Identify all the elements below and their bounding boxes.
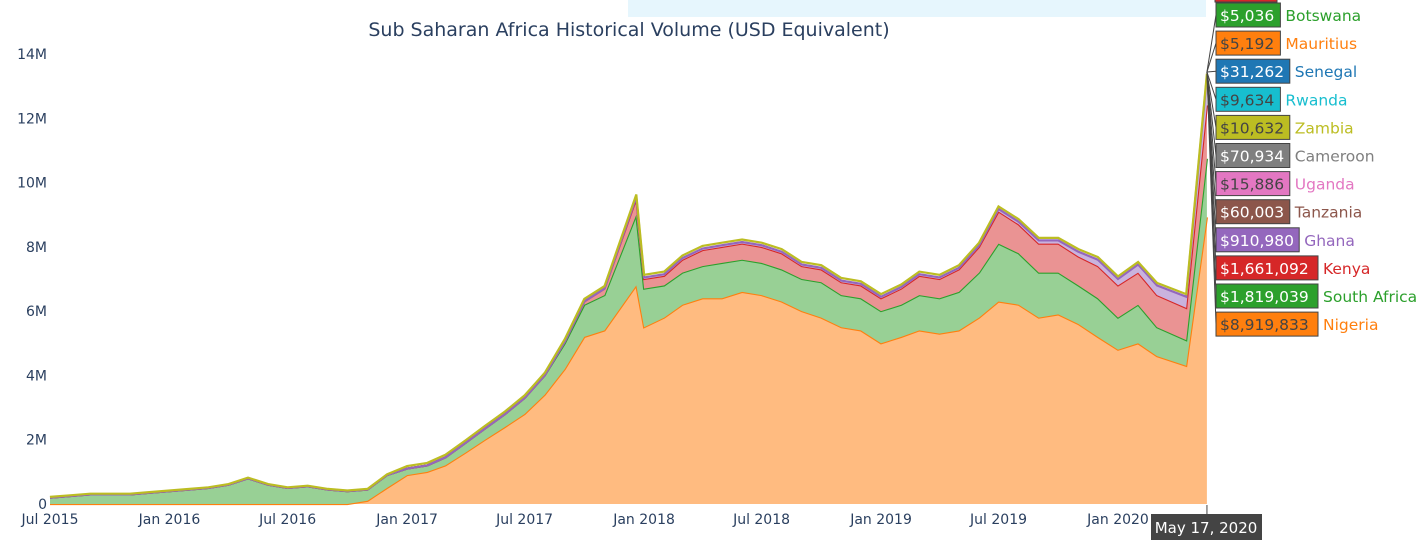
hover-value: $1,819,039 bbox=[1220, 288, 1309, 306]
areas bbox=[49, 73, 1208, 506]
y-tick-label: 12M bbox=[17, 111, 47, 127]
hover-label-ghana: $910,980 Ghana bbox=[1206, 71, 1355, 253]
chart-title: Sub Saharan Africa Historical Volume (US… bbox=[368, 19, 889, 41]
hover-series-name: Ghana bbox=[1304, 232, 1355, 250]
hover-value: $910,980 bbox=[1220, 232, 1294, 250]
hover-series-name: Zambia bbox=[1295, 119, 1354, 137]
hover-label-zambia: $10,632 Zambia bbox=[1206, 71, 1354, 140]
hover-series-name: Rwanda bbox=[1285, 91, 1347, 109]
hover-connector bbox=[1206, 42, 1217, 73]
y-tick-label: 0 bbox=[38, 497, 47, 513]
hover-label-tanzania: $60,003 Tanzania bbox=[1206, 71, 1363, 225]
hover-series-name: Botswana bbox=[1285, 7, 1361, 25]
hover-value: $15,886 bbox=[1220, 176, 1284, 194]
hover-value-box bbox=[1215, 199, 1291, 225]
hover-label-south-africa: $1,819,039 South Africa bbox=[1206, 71, 1417, 309]
hover-value: $9,634 bbox=[1220, 91, 1274, 109]
hover-value-box bbox=[1215, 86, 1281, 112]
y-axis: 0 2M 4M 6M 8M 10M 12M 14M bbox=[17, 47, 47, 513]
hover-value: $1,661,092 bbox=[1220, 260, 1309, 278]
hover-value-box bbox=[1215, 171, 1291, 197]
hover-label-botswana: $5,036 Botswana bbox=[1206, 2, 1361, 73]
hover-value: $70,934 bbox=[1220, 148, 1284, 166]
hover-value-box bbox=[1215, 2, 1281, 28]
line-zambia-top bbox=[49, 73, 1208, 498]
hover-series-name: Kenya bbox=[1323, 260, 1370, 278]
hover-date-text: May 17, 2020 bbox=[1155, 519, 1258, 537]
hover-value: $10,632 bbox=[1220, 119, 1284, 137]
x-tick-label: Jul 2015 bbox=[21, 512, 79, 528]
y-tick-label: 2M bbox=[26, 433, 47, 449]
hover-label-nigeria: $8,919,833 Nigeria bbox=[1206, 71, 1378, 337]
selection-band bbox=[628, 0, 1206, 17]
y-tick-label: 6M bbox=[26, 304, 47, 320]
x-tick-label: Jul 2016 bbox=[258, 512, 316, 528]
hover-value-box bbox=[1215, 283, 1319, 309]
hover-label-uganda: $15,886 Uganda bbox=[1206, 71, 1355, 197]
hover-value-box bbox=[1215, 114, 1291, 140]
hover-label-kenya: $1,661,092 Kenya bbox=[1206, 71, 1370, 281]
hover-label-cameroon: $70,934 Cameroon bbox=[1206, 71, 1375, 168]
hover-value: $5,192 bbox=[1220, 35, 1274, 53]
x-tick-label: Jan 2018 bbox=[612, 512, 675, 528]
hover-value-box bbox=[1215, 255, 1319, 281]
hover-value-box bbox=[1215, 30, 1281, 56]
x-tick-label: Jul 2018 bbox=[732, 512, 790, 528]
hover-value-box bbox=[1215, 143, 1291, 168]
x-tick-label: Jul 2019 bbox=[969, 512, 1027, 528]
hover-connector bbox=[1206, 71, 1217, 325]
hover-series-name: South Africa bbox=[1323, 288, 1417, 306]
hover-connector bbox=[1206, 70, 1217, 73]
x-tick-label: Jul 2017 bbox=[495, 512, 553, 528]
area-nigeria bbox=[50, 217, 1207, 505]
hover-value-box bbox=[1215, 58, 1291, 84]
y-tick-label: 10M bbox=[17, 176, 47, 192]
hover-label-clipped bbox=[1214, 0, 1278, 3]
hover-labels: $5,036 Botswana $5,192 Mauritius$31,262 Sene… bbox=[1151, 0, 1417, 540]
y-tick-label: 4M bbox=[26, 368, 47, 384]
hover-date-label: May 17, 2020 bbox=[1151, 505, 1262, 540]
hover-label-senegal: $31,262 Senegal bbox=[1206, 58, 1357, 84]
hover-connector bbox=[1206, 71, 1217, 100]
hover-value: $60,003 bbox=[1220, 204, 1284, 222]
hover-value-box bbox=[1215, 227, 1300, 253]
hover-label-mauritius: $5,192 Mauritius bbox=[1206, 30, 1357, 73]
hover-series-name: Nigeria bbox=[1323, 316, 1378, 334]
x-tick-label: Jan 2016 bbox=[138, 512, 201, 528]
hover-value: $8,919,833 bbox=[1220, 316, 1309, 334]
hover-value: $5,036 bbox=[1220, 7, 1274, 25]
hover-connector bbox=[1206, 14, 1217, 73]
hover-series-name: Uganda bbox=[1295, 176, 1355, 194]
y-tick-label: 14M bbox=[17, 47, 47, 63]
hover-value-box bbox=[1215, 311, 1319, 337]
hover-date-box bbox=[1151, 514, 1262, 540]
hover-label-rwanda: $9,634 Rwanda bbox=[1206, 71, 1348, 112]
hover-series-name: Mauritius bbox=[1285, 35, 1357, 53]
hover-connector bbox=[1206, 71, 1217, 128]
x-tick-label: Jan 2019 bbox=[849, 512, 912, 528]
y-tick-label: 8M bbox=[26, 240, 47, 256]
hover-series-name: Tanzania bbox=[1294, 204, 1363, 222]
x-tick-label: Jan 2017 bbox=[375, 512, 438, 528]
hover-series-name: Senegal bbox=[1295, 63, 1357, 81]
x-axis: Jul 2015 Jan 2016 Jul 2016 Jan 2017 Jul 2017… bbox=[21, 512, 1149, 528]
hover-value: $31,262 bbox=[1220, 63, 1284, 81]
x-tick-label: Jan 2020 bbox=[1086, 512, 1149, 528]
hover-series-name: Cameroon bbox=[1295, 148, 1375, 166]
